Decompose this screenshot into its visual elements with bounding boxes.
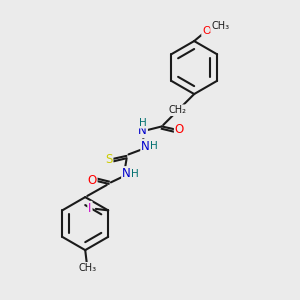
Text: N: N [122, 167, 131, 180]
Text: O: O [87, 173, 97, 187]
Text: CH₂: CH₂ [169, 105, 187, 115]
Text: H: H [131, 169, 139, 178]
Text: O: O [175, 124, 184, 136]
Text: O: O [202, 26, 211, 36]
Text: N: N [138, 124, 147, 137]
Text: S: S [105, 153, 112, 166]
Text: I: I [88, 202, 91, 215]
Text: H: H [139, 118, 146, 128]
Text: CH₃: CH₃ [79, 263, 97, 273]
Text: CH₃: CH₃ [211, 21, 229, 31]
Text: H: H [150, 142, 158, 152]
Text: N: N [141, 140, 150, 153]
